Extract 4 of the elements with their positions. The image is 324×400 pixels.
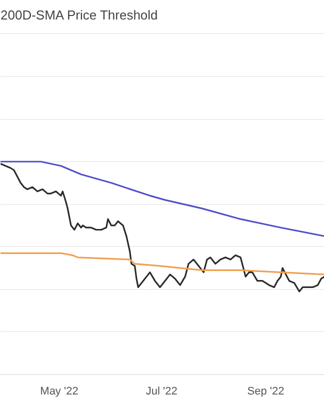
- chart-title: 200D-SMA Price Threshold: [0, 8, 158, 22]
- x-tick-label: Sep '22: [247, 386, 284, 398]
- x-tick-label: May '22: [40, 386, 78, 398]
- x-tick-label: Jul '22: [146, 386, 178, 398]
